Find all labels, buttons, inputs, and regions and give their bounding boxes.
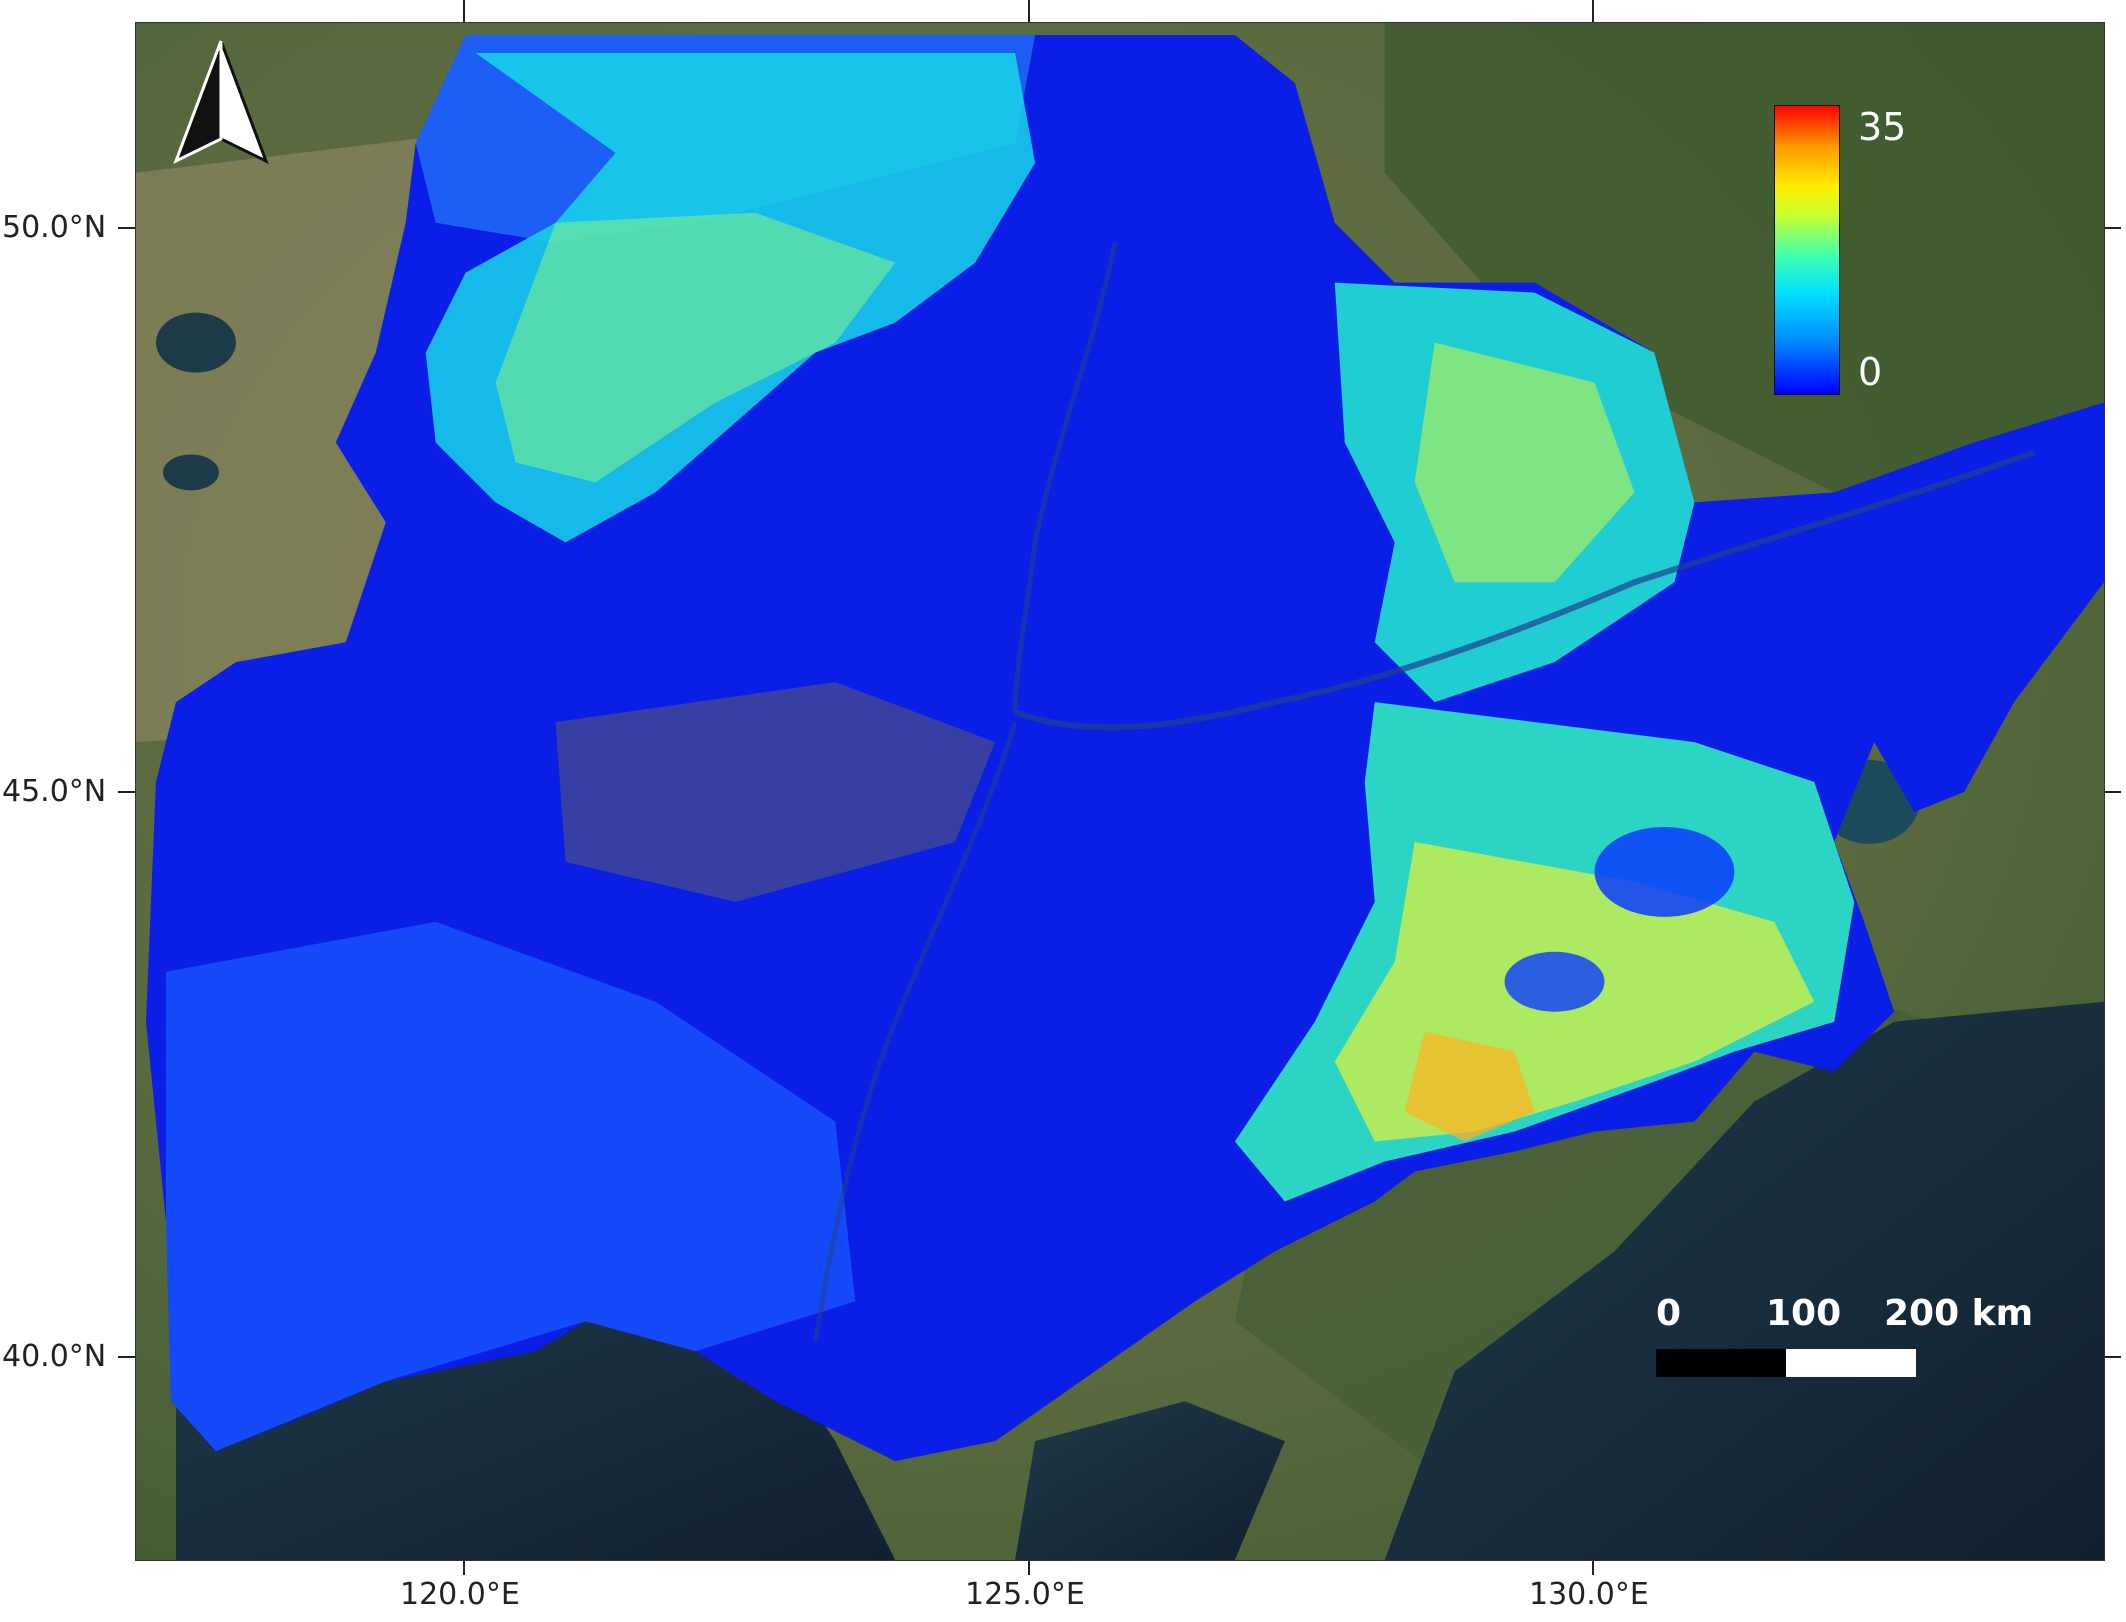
river-songhua [1014,449,2036,731]
tick-right-40 [2105,1356,2121,1358]
latitude-label-45: 45.0°N [2,774,107,809]
data-region-green-nw [495,212,896,483]
legend-color-bar [1774,105,1840,395]
forest-land-east [1384,23,2104,493]
scale-label-200: 200 km [1884,1293,2034,1334]
latitude-label-50: 50.0°N [2,210,107,245]
latitude-label-40: 40.0°N [2,1339,107,1374]
scale-segment-white [1786,1349,1916,1377]
sandy-land-patches [555,682,996,902]
tick-top-130 [1592,0,1594,22]
longitude-label-125: 125.0°E [965,1577,1085,1612]
lake-hulun [155,312,236,373]
korea-bay [1015,1401,1285,1560]
tick-bottom-125 [1028,1561,1030,1575]
tick-top-120 [463,0,465,22]
tick-bottom-130 [1592,1561,1594,1575]
data-region-blue-patch-2 [1504,951,1605,1012]
data-region-green-ne [1414,342,1635,583]
color-legend: 35 0 [1774,105,1934,405]
scale-segment-black [1656,1349,1786,1377]
north-arrow-icon [173,40,269,165]
longitude-label-120: 120.0°E [400,1577,520,1612]
legend-min-label: 0 [1858,350,1883,394]
tick-left-45 [118,791,135,793]
tick-right-45 [2105,791,2121,793]
river-nen [1012,242,1118,713]
data-region-light-blue [165,921,856,1452]
longitude-label-130: 130.0°E [1529,1577,1649,1612]
tick-left-40 [118,1356,135,1358]
scale-bar: 0 100 200 km [1656,1293,2056,1383]
yellow-sea [1384,1001,2104,1560]
tick-bottom-120 [463,1561,465,1575]
tick-top-125 [1028,0,1030,22]
tick-right-50 [2105,227,2121,229]
scale-label-0: 0 [1656,1293,1682,1334]
river-liao [812,721,1018,1342]
legend-max-label: 35 [1858,105,1907,149]
data-region-hotspot [1404,1031,1535,1142]
map-frame: 35 0 0 100 200 km [135,22,2105,1561]
lake-buir [162,454,219,491]
data-region-blue-patch-1 [1594,826,1735,917]
scale-label-100: 100 [1766,1293,1842,1334]
tick-left-50 [118,227,135,229]
